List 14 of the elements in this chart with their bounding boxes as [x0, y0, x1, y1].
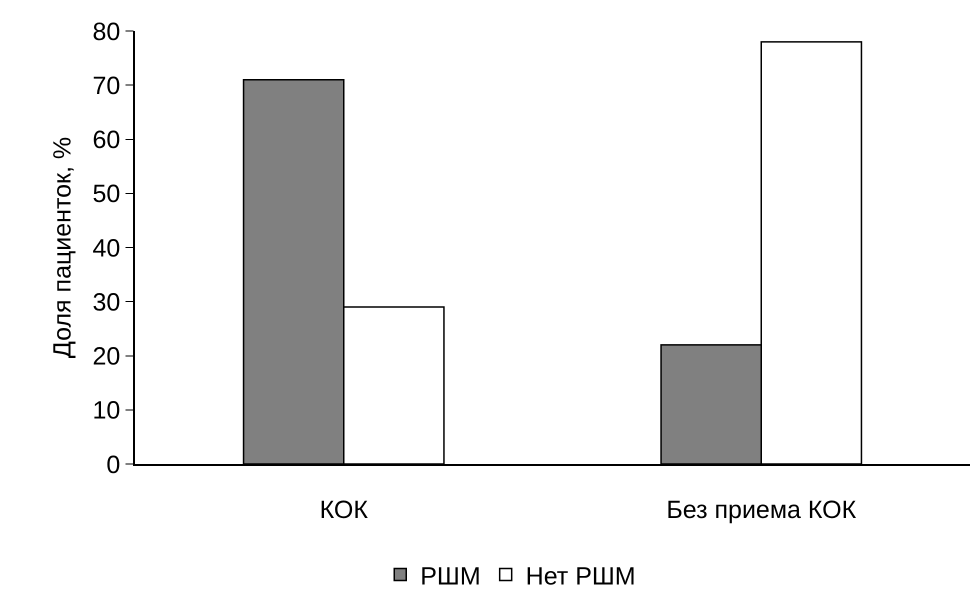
- legend-label: РШМ: [420, 562, 481, 590]
- y-tick-label: 20: [92, 342, 120, 370]
- x-tick-label: КОК: [320, 496, 368, 524]
- y-tick-label: 70: [92, 72, 120, 100]
- y-tick-label: 10: [92, 396, 120, 425]
- y-tick-label: 30: [92, 288, 120, 316]
- y-tick-label: 60: [92, 126, 120, 154]
- y-tick-label: 0: [106, 450, 120, 479]
- y-axis-title: Доля пациенток, %: [48, 136, 77, 358]
- x-tick-label: Без приема КОК: [666, 496, 857, 524]
- y-tick-label: 40: [92, 234, 120, 262]
- legend-label: Нет РШМ: [526, 562, 636, 590]
- y-tick-label: 80: [92, 18, 120, 46]
- y-tick-label: 50: [92, 180, 120, 208]
